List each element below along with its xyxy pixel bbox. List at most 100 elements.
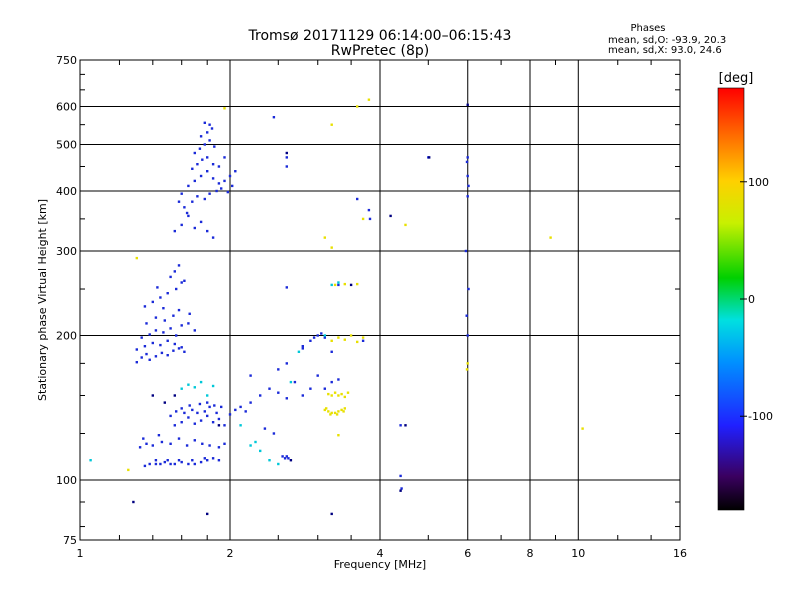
echo-point bbox=[180, 281, 183, 284]
echo-point bbox=[316, 334, 319, 337]
echo-point bbox=[223, 442, 226, 445]
echo-point bbox=[199, 419, 203, 422]
echo-point bbox=[327, 392, 330, 396]
echo-point bbox=[162, 307, 165, 310]
echo-point bbox=[293, 380, 297, 384]
echo-point bbox=[466, 334, 469, 337]
echo-point bbox=[467, 287, 470, 291]
echo-point bbox=[145, 352, 148, 356]
echo-point bbox=[185, 211, 189, 215]
echo-point bbox=[268, 459, 271, 462]
echo-point bbox=[333, 283, 337, 287]
echo-point bbox=[177, 200, 181, 203]
echo-point bbox=[143, 464, 147, 468]
echo-point bbox=[465, 368, 469, 371]
echo-point bbox=[220, 405, 223, 409]
y-tick-label: 75 bbox=[63, 534, 77, 547]
echo-point bbox=[249, 374, 252, 377]
echo-point bbox=[211, 163, 215, 166]
echo-point bbox=[333, 391, 337, 394]
echo-point bbox=[277, 368, 280, 371]
echo-point bbox=[154, 355, 158, 358]
echo-point bbox=[249, 401, 252, 404]
echo-point bbox=[285, 362, 288, 365]
echo-point bbox=[223, 156, 226, 159]
y-tick-label: 500 bbox=[56, 139, 77, 152]
echo-point bbox=[312, 336, 316, 339]
echo-point bbox=[173, 229, 176, 233]
echo-point bbox=[180, 223, 183, 227]
echo-point bbox=[208, 192, 211, 195]
echo-point bbox=[169, 414, 172, 418]
echo-point bbox=[198, 402, 202, 406]
echo-point bbox=[173, 342, 176, 346]
echo-point bbox=[163, 401, 166, 404]
echo-point bbox=[466, 156, 469, 159]
echo-point bbox=[169, 442, 172, 445]
echo-point bbox=[217, 165, 221, 168]
echo-point bbox=[215, 411, 218, 415]
echo-point bbox=[337, 410, 340, 413]
echo-point bbox=[177, 437, 181, 440]
echo-point bbox=[215, 189, 218, 193]
echo-point bbox=[173, 462, 176, 466]
echo-point bbox=[175, 410, 178, 413]
echo-point bbox=[404, 223, 407, 227]
echo-point bbox=[166, 354, 169, 357]
echo-point bbox=[177, 459, 181, 462]
echo-point bbox=[217, 459, 221, 462]
echo-point bbox=[175, 287, 178, 291]
echo-point bbox=[327, 410, 330, 413]
echo-point bbox=[272, 432, 276, 435]
echo-point bbox=[132, 500, 135, 504]
echo-point bbox=[199, 380, 203, 384]
echo-point bbox=[206, 459, 209, 462]
echo-point bbox=[211, 177, 215, 180]
echo-point bbox=[211, 457, 215, 460]
echo-point bbox=[145, 442, 148, 445]
echo-point bbox=[191, 408, 194, 412]
echo-point bbox=[234, 408, 237, 412]
echo-point bbox=[301, 347, 304, 350]
echo-point bbox=[249, 444, 252, 447]
echo-point bbox=[180, 346, 183, 349]
echo-point bbox=[148, 358, 151, 361]
x-tick-label: 10 bbox=[571, 547, 585, 560]
echo-point bbox=[151, 444, 154, 447]
echo-point bbox=[466, 103, 469, 106]
echo-point bbox=[287, 457, 290, 460]
echo-point bbox=[183, 411, 186, 415]
echo-point bbox=[173, 394, 176, 397]
echo-point bbox=[201, 158, 204, 161]
echo-point bbox=[259, 449, 262, 453]
echo-point bbox=[330, 512, 333, 516]
echo-point bbox=[356, 282, 359, 286]
echo-point bbox=[330, 380, 333, 384]
echo-point bbox=[187, 462, 190, 466]
echo-point bbox=[183, 350, 186, 353]
echo-point bbox=[301, 345, 304, 348]
echo-point bbox=[330, 339, 333, 342]
plot-frame bbox=[79, 59, 681, 541]
echo-point bbox=[226, 190, 229, 194]
echo-point bbox=[191, 200, 194, 203]
echo-point bbox=[349, 283, 353, 287]
echo-point bbox=[148, 333, 151, 336]
echo-point bbox=[289, 380, 293, 384]
echo-point bbox=[343, 407, 346, 410]
echo-point bbox=[159, 343, 162, 347]
echo-point bbox=[323, 408, 326, 412]
echo-point bbox=[340, 408, 343, 412]
echo-point bbox=[180, 387, 183, 390]
echo-point bbox=[228, 413, 232, 416]
echo-point bbox=[211, 421, 215, 424]
echo-point bbox=[211, 236, 215, 239]
echo-point bbox=[399, 424, 402, 427]
echo-point bbox=[203, 197, 206, 201]
echo-point bbox=[289, 459, 293, 462]
echo-point bbox=[140, 356, 143, 359]
colorbar bbox=[717, 87, 745, 511]
y-tick-label: 200 bbox=[56, 330, 77, 343]
